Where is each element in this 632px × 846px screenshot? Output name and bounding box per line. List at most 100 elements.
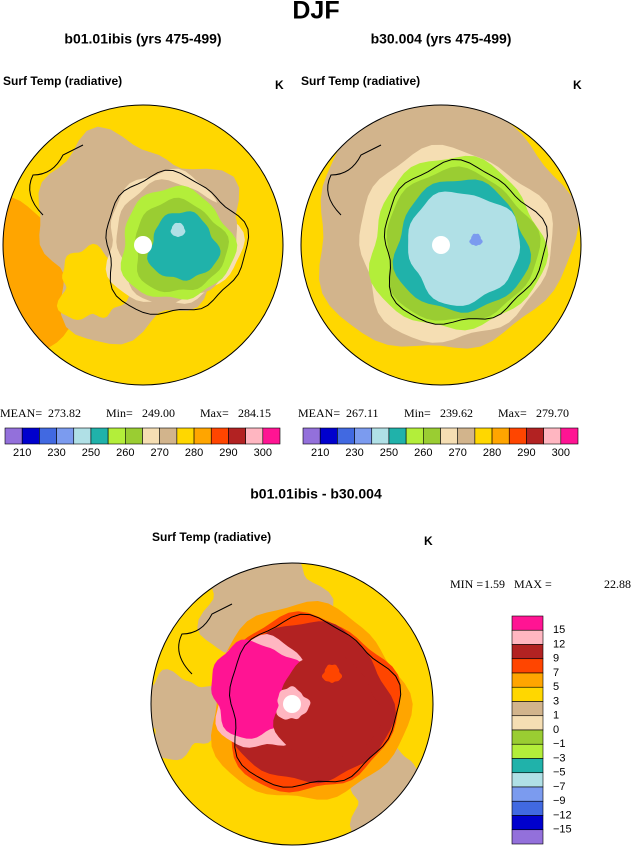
stat-value: 279.70 [536,406,569,420]
colorbar-label: 3 [553,695,559,707]
colorbar-label: 300 [552,447,570,459]
stat-label: Min= [404,406,431,420]
stat-value: 22.88 [604,577,631,591]
colorbar-box [511,615,544,631]
colorbar-label: 290 [517,447,535,459]
colorbar-label: 210 [13,447,31,459]
map [151,563,433,845]
colorbar-box [508,427,527,445]
colorbar-label: 12 [553,638,565,650]
units-label: K [275,78,284,92]
colorbar-box [526,427,544,445]
colorbar-box [440,427,458,445]
colorbar-box [405,427,424,445]
colorbar-label: 280 [185,447,203,459]
colorbar-label: 5 [553,681,559,693]
coastline [178,603,233,675]
colorbar-box [511,658,544,674]
colorbar-label: −3 [553,752,566,764]
colorbar-label: 280 [483,447,501,459]
colorbar-box [511,629,544,645]
panel-title: b01.01ibis (yrs 475-499) [64,31,221,47]
colorbar-box [125,427,143,445]
colorbar-box [107,427,126,445]
map-border [2,104,284,386]
colorbar-label: 15 [553,624,565,636]
pole [432,236,450,254]
colorbar-label: 210 [311,447,329,459]
stat-label: MEAN= [0,406,42,420]
contour-region [321,664,343,683]
colorbar-label: 260 [116,447,134,459]
colorbar-label: 1 [553,710,559,722]
colorbar-box [491,427,510,445]
stat-label: Min= [106,406,133,420]
contour-region [151,669,227,761]
coastline [228,613,402,788]
variable-label: Surf Temp (radiative) [3,74,122,88]
map [301,105,581,385]
colorbar-box [511,815,544,831]
colorbar-box [543,427,562,445]
colorbar-label: 270 [151,447,169,459]
stat-label: MEAN= [298,406,340,420]
coastline [383,158,548,325]
stat-value: 249.00 [142,406,175,420]
contour-region [170,222,186,237]
colorbar-label: 250 [380,447,398,459]
colorbar-box [176,427,195,445]
colorbar-box [511,729,544,745]
colorbar-label: −9 [553,795,566,807]
colorbar-box [159,427,178,445]
colorbar-box [245,427,264,445]
colorbar-label: 290 [219,447,237,459]
stat-label: MAX = [514,577,552,591]
stat-label: Max= [200,406,229,420]
coastline [29,144,84,216]
colorbar-box [228,427,246,445]
contour-region [273,655,384,761]
pole [283,695,301,713]
colorbar-box [21,427,40,445]
colorbar-label: 9 [553,653,559,665]
colorbar-box [4,427,23,445]
units-label: K [424,534,433,548]
colorbar-box [319,427,338,445]
colorbar-box [142,427,160,445]
colorbar-box [511,672,544,688]
colorbar-box [511,686,544,702]
colorbar-box [511,758,544,774]
colorbar-box [423,427,441,445]
colorbar-box [511,715,544,731]
colorbar-label: −12 [553,809,572,821]
colorbar-box [457,427,476,445]
colorbar-label: −15 [553,824,572,836]
colorbar-label: 300 [254,447,272,459]
variable-label: Surf Temp (radiative) [152,530,271,544]
map-border [300,104,582,386]
colorbar-label: 250 [82,447,100,459]
colorbar-label: 230 [345,447,363,459]
colorbar-box [511,644,544,660]
colorbar-label: 270 [449,447,467,459]
stat-value: 267.11 [346,406,379,420]
colorbar-label: −7 [553,781,566,793]
units-label: K [573,78,582,92]
colorbar-box [210,427,229,445]
colorbar-box [511,786,544,802]
colorbar-box [511,701,544,717]
colorbar-box [90,427,109,445]
coastline [105,169,250,315]
colorbar-label: 0 [553,724,559,736]
colorbar-box [56,427,75,445]
colorbar-box [511,800,544,816]
pole [134,236,152,254]
colorbar-box [474,427,493,445]
colorbar-box [511,772,544,788]
panel-title: b01.01ibis - b30.004 [250,486,382,502]
colorbar-box [302,427,321,445]
colorbar-label: 260 [414,447,432,459]
colorbar-box [388,427,407,445]
colorbar-label: −5 [553,767,566,779]
colorbar-box [371,427,390,445]
